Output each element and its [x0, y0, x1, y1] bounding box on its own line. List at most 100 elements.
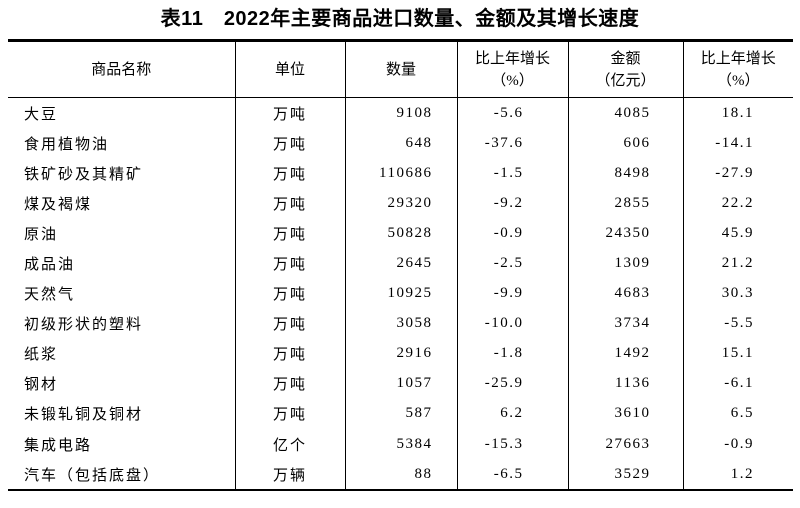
header-line1: 商品名称	[91, 61, 152, 78]
cell-value: 1492	[567, 338, 683, 369]
cell-commodity-name: 未锻轧铜及铜材	[24, 407, 144, 424]
cell-quantity-growth: -15.3	[456, 429, 568, 460]
cell-value: 4085	[567, 97, 683, 129]
cell-unit: 万吨	[234, 128, 345, 159]
cell-value-growth: 15.1	[682, 338, 793, 369]
cell-unit: 万吨	[234, 218, 345, 249]
cell-value: 1136	[567, 368, 683, 399]
header-line1: 比上年增长	[474, 50, 550, 67]
table-row: 天然气 万吨 10925 -9.9 4683 30.3	[8, 278, 793, 309]
cell-value-growth: 30.3	[682, 278, 793, 309]
cell-commodity-name: 钢材	[24, 377, 59, 394]
cell-value: 3610	[567, 398, 683, 430]
cell-commodity-name: 食用植物油	[24, 136, 110, 153]
cell-quantity-growth: -25.9	[456, 368, 568, 399]
import-commodities-table: 商品名称 单位 数量 比上年增长 （%） 金额 （亿元） 比上年增长 （%） 大豆 万…	[8, 39, 793, 492]
cell-quantity: 2916	[344, 338, 457, 369]
cell-unit: 万吨	[234, 398, 345, 430]
cell-unit: 万吨	[234, 278, 345, 309]
cell-unit: 万吨	[234, 158, 345, 189]
table-row: 集成电路 亿个 5384 -15.3 27663 -0.9	[8, 429, 793, 460]
cell-quantity: 10925	[344, 278, 457, 309]
cell-value-growth: 22.2	[682, 188, 793, 219]
header-line1: 金额	[610, 50, 641, 67]
header-value: 金额 （亿元）	[567, 40, 683, 98]
cell-value-growth: 1.2	[682, 459, 793, 491]
cell-quantity-growth: -37.6	[456, 128, 568, 159]
cell-commodity-name: 汽车（包括底盘）	[24, 467, 161, 484]
cell-quantity: 5384	[344, 429, 457, 460]
cell-quantity: 2645	[344, 248, 457, 279]
header-line1: 单位	[274, 61, 305, 78]
header-line1: 比上年增长	[700, 50, 776, 67]
cell-commodity-name: 天然气	[24, 287, 76, 304]
cell-value: 606	[567, 128, 683, 159]
cell-quantity-growth: -6.5	[456, 459, 568, 491]
cell-commodity-name: 集成电路	[24, 437, 93, 454]
header-unit: 单位	[234, 40, 345, 98]
cell-quantity: 3058	[344, 308, 457, 339]
table-row: 初级形状的塑料 万吨 3058 -10.0 3734 -5.5	[8, 308, 793, 339]
table-row: 未锻轧铜及铜材 万吨 587 6.2 3610 6.5	[8, 398, 793, 430]
table-row: 钢材 万吨 1057 -25.9 1136 -6.1	[8, 368, 793, 399]
table-row: 煤及褐煤 万吨 29320 -9.2 2855 22.2	[8, 188, 793, 219]
cell-commodity-name: 纸浆	[24, 347, 59, 364]
cell-unit: 万吨	[234, 97, 345, 129]
cell-quantity-growth: -9.9	[456, 278, 568, 309]
cell-value: 4683	[567, 278, 683, 309]
cell-quantity: 648	[344, 128, 457, 159]
cell-value-growth: -14.1	[682, 128, 793, 159]
cell-quantity-growth: -5.6	[456, 97, 568, 129]
header-line2: （亿元）	[595, 72, 656, 89]
cell-unit: 万吨	[234, 188, 345, 219]
cell-unit: 万吨	[234, 248, 345, 279]
header-line2: （%）	[717, 72, 760, 89]
cell-commodity-name: 煤及褐煤	[24, 196, 93, 213]
cell-quantity: 50828	[344, 218, 457, 249]
cell-value-growth: 45.9	[682, 218, 793, 249]
header-commodity-name: 商品名称	[8, 40, 235, 98]
cell-unit: 万吨	[234, 368, 345, 399]
cell-value-growth: 18.1	[682, 97, 793, 129]
header-value-growth: 比上年增长 （%）	[682, 40, 793, 98]
cell-commodity-name: 大豆	[24, 106, 59, 123]
table-row: 食用植物油 万吨 648 -37.6 606 -14.1	[8, 128, 793, 159]
header-quantity: 数量	[344, 40, 457, 98]
header-row: 商品名称 单位 数量 比上年增长 （%） 金额 （亿元） 比上年增长 （%）	[8, 40, 793, 98]
cell-commodity-name: 铁矿砂及其精矿	[24, 166, 144, 183]
cell-quantity-growth: -9.2	[456, 188, 568, 219]
header-line2: （%）	[491, 72, 534, 89]
cell-unit: 万吨	[234, 338, 345, 369]
cell-value-growth: -0.9	[682, 429, 793, 460]
cell-quantity: 29320	[344, 188, 457, 219]
cell-value: 3529	[567, 459, 683, 491]
cell-unit: 万辆	[234, 459, 345, 491]
cell-quantity-growth: -1.8	[456, 338, 568, 369]
cell-value-growth: -27.9	[682, 158, 793, 189]
cell-value: 1309	[567, 248, 683, 279]
header-line1: 数量	[385, 61, 416, 78]
cell-quantity-growth: 6.2	[456, 398, 568, 430]
cell-quantity: 1057	[344, 368, 457, 399]
cell-value: 3734	[567, 308, 683, 339]
cell-quantity-growth: -10.0	[456, 308, 568, 339]
cell-quantity-growth: -2.5	[456, 248, 568, 279]
table-row: 汽车（包括底盘） 万辆 88 -6.5 3529 1.2	[8, 459, 793, 491]
table-row: 铁矿砂及其精矿 万吨 110686 -1.5 8498 -27.9	[8, 158, 793, 189]
cell-value-growth: 6.5	[682, 398, 793, 430]
header-quantity-growth: 比上年增长 （%）	[456, 40, 568, 98]
table-row: 原油 万吨 50828 -0.9 24350 45.9	[8, 218, 793, 249]
table-row: 成品油 万吨 2645 -2.5 1309 21.2	[8, 248, 793, 279]
table-row: 大豆 万吨 9108 -5.6 4085 18.1	[8, 97, 793, 129]
cell-value-growth: 21.2	[682, 248, 793, 279]
table-title: 表11 2022年主要商品进口数量、金额及其增长速度	[160, 8, 640, 30]
cell-quantity: 587	[344, 398, 457, 430]
cell-commodity-name: 成品油	[24, 257, 76, 274]
table-row: 纸浆 万吨 2916 -1.8 1492 15.1	[8, 338, 793, 369]
cell-value-growth: -6.1	[682, 368, 793, 399]
cell-value: 24350	[567, 218, 683, 249]
cell-quantity-growth: -0.9	[456, 218, 568, 249]
cell-value: 27663	[567, 429, 683, 460]
cell-value: 2855	[567, 188, 683, 219]
cell-value: 8498	[567, 158, 683, 189]
